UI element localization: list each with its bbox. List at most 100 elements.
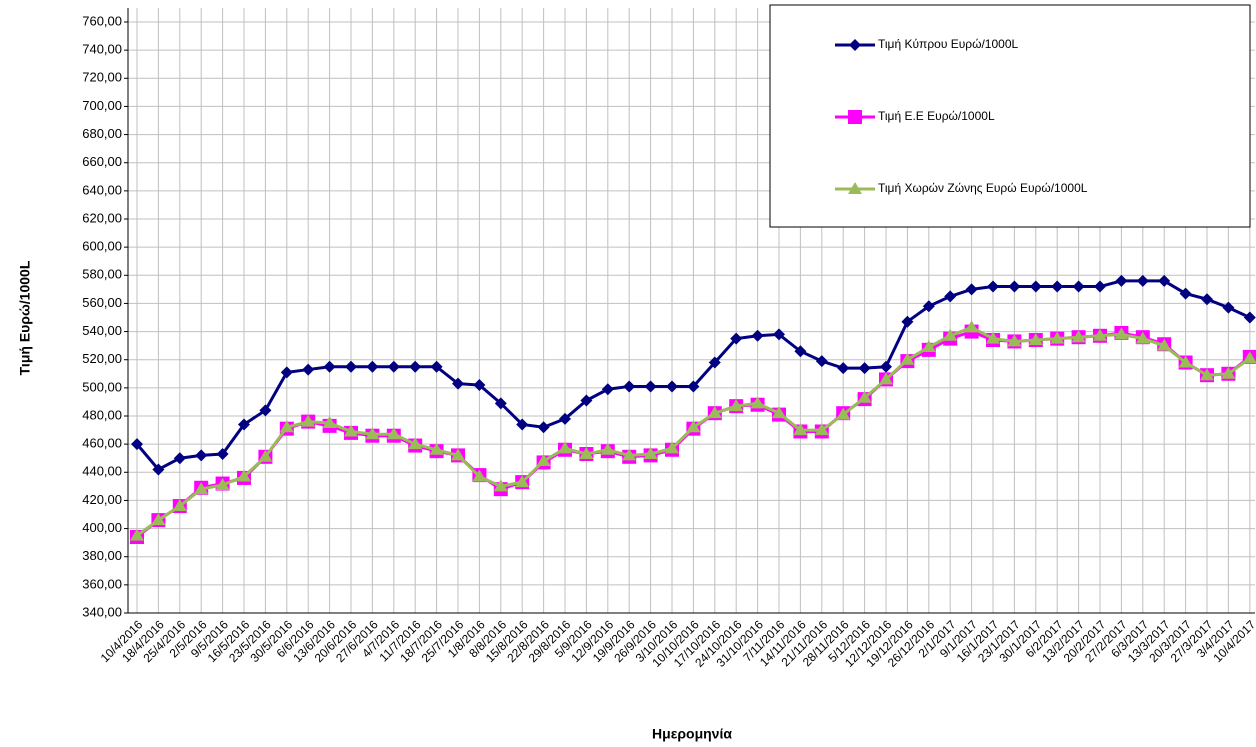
y-tick-label: 400,00 [82,520,122,535]
marker [1221,366,1236,379]
y-tick-label: 440,00 [82,464,122,479]
marker [559,412,571,425]
marker [773,328,785,341]
marker [237,469,251,482]
marker [579,446,594,459]
y-tick-label: 660,00 [82,154,122,169]
marker [708,356,721,369]
marker [473,379,486,392]
y-tick-label: 560,00 [82,295,122,310]
marker [365,427,380,440]
marker [1115,274,1128,287]
marker [1222,301,1235,314]
y-tick-label: 640,00 [82,182,122,197]
marker [1007,334,1022,347]
marker [452,377,464,390]
marker [345,360,357,373]
marker [837,362,850,375]
marker [964,320,979,333]
marker [1114,327,1129,340]
y-tick-label: 360,00 [82,576,122,591]
marker [623,380,636,393]
marker [451,448,465,461]
marker [730,332,743,345]
marker [1008,280,1021,293]
marker [1157,338,1172,351]
marker [707,406,722,419]
marker [921,340,936,353]
marker [537,421,550,434]
y-tick-label: 340,00 [82,604,122,619]
y-tick-label: 760,00 [82,13,122,28]
marker [216,447,229,460]
marker [1093,328,1107,341]
marker [258,449,273,462]
marker [387,360,400,373]
y-tick-label: 520,00 [82,351,122,366]
x-axis-title: Ημερομηνία [652,726,732,742]
marker [986,331,1000,344]
marker [1200,368,1214,381]
marker [848,110,862,124]
marker [493,479,508,492]
marker [836,407,851,420]
marker [173,452,186,465]
legend: Τιμή Κύπρου Ευρώ/1000L Τιμή Ε.Ε Ευρώ/1000… [835,37,1088,195]
marker [409,360,422,373]
marker [848,182,862,194]
marker [815,355,828,368]
marker [322,416,337,429]
marker [1135,331,1150,344]
y-tick-label: 480,00 [82,407,122,422]
marker [750,396,765,409]
marker [1242,351,1256,364]
marker [666,380,678,393]
marker [536,454,551,467]
marker [1158,274,1171,287]
marker [687,380,700,393]
marker [131,438,143,451]
marker [814,423,829,436]
marker [965,283,978,296]
marker [130,528,144,541]
marker [1201,293,1213,306]
marker [386,427,401,440]
marker [665,441,679,454]
marker [301,414,316,427]
marker [429,442,444,455]
marker [900,352,915,365]
marker [472,469,487,482]
marker [323,360,336,373]
y-tick-label: 680,00 [82,126,122,141]
marker [857,390,872,403]
marker [644,380,657,393]
marker [408,437,423,450]
marker [849,39,861,51]
marker [686,420,701,433]
marker [172,499,187,512]
legend-label: Τιμή Κύπρου Ευρώ/1000L [878,37,1019,51]
marker [1179,287,1192,300]
marker [1178,355,1193,368]
y-tick-label: 700,00 [82,98,122,113]
marker [880,360,892,373]
marker [944,290,957,303]
marker [643,446,658,459]
marker [430,360,443,373]
marker [494,397,507,410]
marker [558,441,572,454]
marker [943,328,958,341]
marker [152,463,165,476]
marker [729,399,744,412]
marker [922,300,935,313]
marker [601,383,614,396]
marker [1051,280,1064,293]
marker [1071,330,1086,343]
marker [259,404,272,417]
marker [516,418,529,431]
marker [280,366,293,379]
y-tick-label: 740,00 [82,42,122,57]
y-tick-label: 600,00 [82,239,122,254]
marker [901,315,914,328]
